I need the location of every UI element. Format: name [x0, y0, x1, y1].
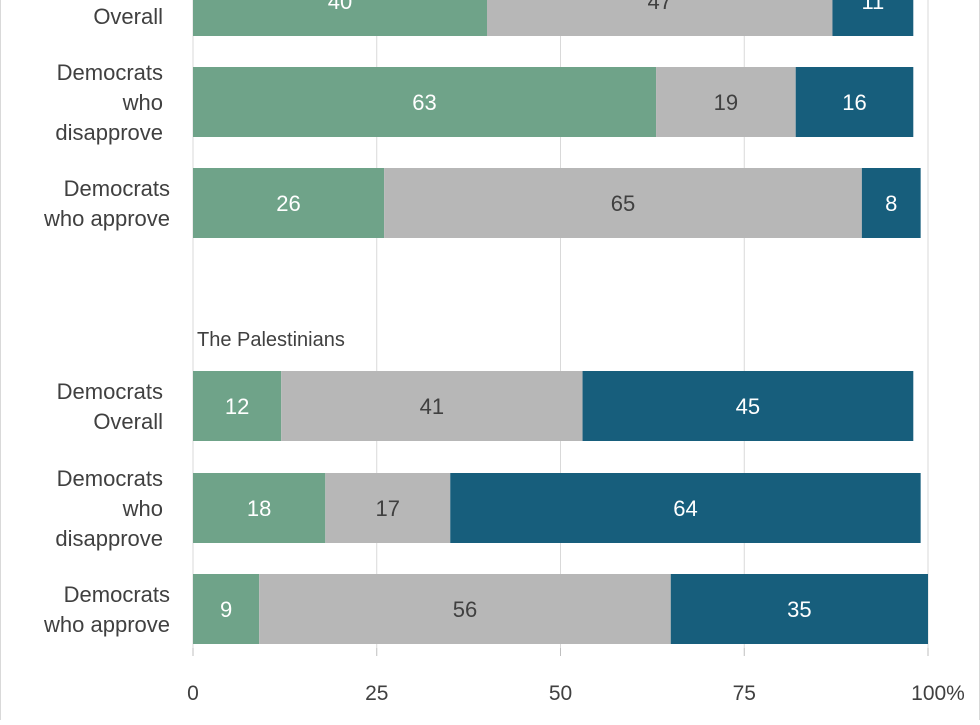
bar-segment	[450, 473, 921, 543]
category-label: who approve	[43, 612, 170, 637]
bar-segment	[670, 574, 928, 644]
bar-segment	[325, 473, 451, 543]
category-label: disapprove	[55, 526, 163, 551]
x-tick-label: 25	[365, 682, 388, 705]
category-label: Overall	[93, 4, 163, 29]
x-tick-label: 0	[187, 682, 199, 705]
x-tick-label: 75	[733, 682, 756, 705]
data-label: 19	[714, 90, 738, 115]
category-label: Democrats	[57, 60, 163, 85]
data-label: 47	[647, 0, 671, 14]
bar-segment	[193, 168, 385, 238]
category-label: who	[122, 496, 163, 521]
bar-segment	[193, 67, 657, 137]
category-label: who	[122, 90, 163, 115]
data-label: 41	[420, 394, 444, 419]
bar-segment	[656, 67, 796, 137]
bar-segment	[193, 473, 326, 543]
category-label: Democrats	[64, 582, 170, 607]
category-label: Democrats	[57, 379, 163, 404]
data-label: 40	[328, 0, 352, 14]
data-label: 26	[276, 191, 300, 216]
data-label: 56	[453, 597, 477, 622]
data-label: 65	[611, 191, 635, 216]
data-label: 8	[885, 191, 897, 216]
data-label: 11	[861, 0, 884, 14]
data-label: 17	[376, 496, 400, 521]
frame-left-edge	[0, 0, 1, 720]
bar-segment	[582, 371, 914, 441]
data-label: 35	[787, 597, 811, 622]
data-label: 18	[247, 496, 271, 521]
bar-segment	[487, 0, 833, 36]
bar-segment	[193, 371, 282, 441]
category-label: who approve	[43, 206, 170, 231]
bar-segment	[832, 0, 914, 36]
bar-segment	[281, 371, 583, 441]
bar-segment	[795, 67, 914, 137]
bar-segment	[259, 574, 671, 644]
data-label: 64	[673, 496, 697, 521]
data-label: 9	[220, 597, 232, 622]
x-tick-label: 100%	[911, 682, 965, 705]
data-label: 16	[842, 90, 866, 115]
data-label: 12	[225, 394, 249, 419]
data-label: 45	[736, 394, 760, 419]
bar-segment	[193, 574, 260, 644]
bar-segment	[861, 168, 921, 238]
group-title: The Palestinians	[197, 329, 345, 351]
category-label: disapprove	[55, 120, 163, 145]
category-label: Democrats	[64, 176, 170, 201]
category-label: Democrats	[57, 466, 163, 491]
x-tick-label: 50	[549, 682, 572, 705]
bar-segment	[384, 168, 862, 238]
bar-segment	[193, 0, 487, 36]
category-label: Overall	[93, 409, 163, 434]
data-label: 63	[412, 90, 436, 115]
